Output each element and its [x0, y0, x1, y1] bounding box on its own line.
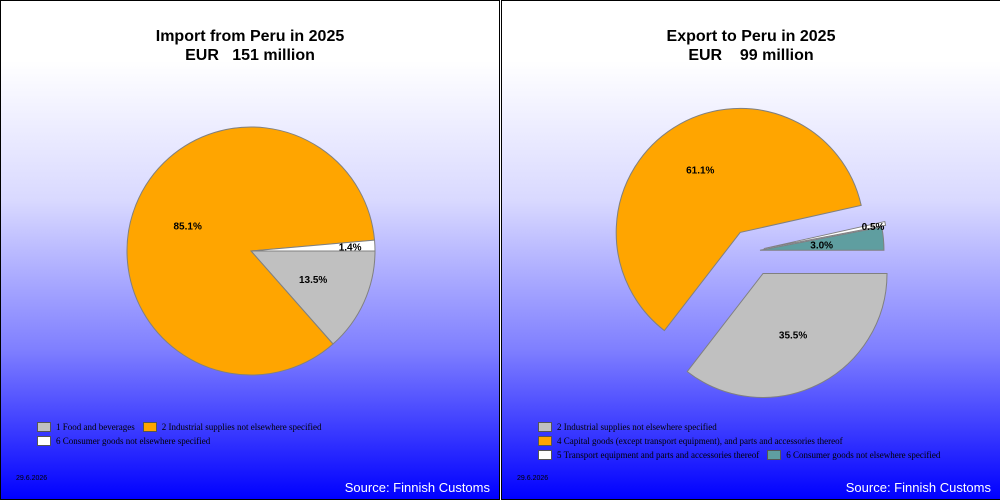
- chart-source: Source: Finnish Customs: [845, 480, 991, 495]
- pie-slice: [759, 226, 885, 251]
- legend-item: 5 Transport equipment and parts and acce…: [538, 448, 759, 462]
- legend-row: 1 Food and beverages 2 Industrial supplie…: [37, 420, 329, 434]
- legend-label: 6 Consumer goods not elsewhere specified: [56, 436, 211, 446]
- legend-swatch: [538, 450, 552, 460]
- legend-item: 4 Capital goods (except transport equipm…: [538, 434, 843, 448]
- chart-date: 29.6.2026: [517, 475, 549, 482]
- chart-source: Source: Finnish Customs: [344, 480, 490, 495]
- slice-label: 1.4%: [339, 243, 362, 254]
- legend-label: 5 Transport equipment and parts and acce…: [557, 450, 760, 460]
- legend-swatch: [767, 450, 782, 460]
- pie-slice: [249, 250, 376, 345]
- legend-swatch: [538, 422, 552, 432]
- import-legend: 1 Food and beverages 2 Industrial supplie…: [37, 420, 329, 448]
- import-chart-title: Import from Peru in 2025 EUR 151 million: [1, 27, 499, 65]
- legend-row: 4 Capital goods (except transport equipm…: [538, 434, 948, 448]
- legend-label: 1 Food and beverages: [56, 422, 135, 432]
- pie-slice: [250, 239, 376, 252]
- chart-subtitle: EUR 151 million: [185, 47, 315, 64]
- pie-slice: [126, 126, 376, 376]
- export-chart-panel: Export to Peru in 2025 EUR 99 million 35…: [501, 0, 1000, 500]
- chart-title: Export to Peru in 2025: [666, 28, 836, 45]
- legend-row: 2 Industrial supplies not elsewhere spec…: [538, 420, 948, 434]
- legend-label: 4 Capital goods (except transport equipm…: [557, 436, 843, 446]
- import-chart-panel: Import from Peru in 2025 EUR 151 million…: [0, 0, 500, 500]
- legend-swatch: [538, 436, 552, 446]
- legend-label: 2 Industrial supplies not elsewhere spec…: [557, 422, 717, 432]
- export-chart-title: Export to Peru in 2025 EUR 99 million: [502, 27, 1000, 65]
- chart-date: 29.6.2026: [16, 475, 48, 482]
- import-pie-chart: 13.5% 85.1% 1.4%: [126, 126, 376, 376]
- legend-item: 6 Consumer goods not elsewhere specified: [37, 434, 210, 448]
- legend-label: 6 Consumer goods not elsewhere specified: [786, 450, 941, 460]
- slice-label: 13.5%: [299, 275, 327, 286]
- slice-label: 61.1%: [686, 166, 714, 177]
- legend-row: 6 Consumer goods not elsewhere specified: [37, 434, 329, 448]
- legend-row: 5 Transport equipment and parts and acce…: [538, 448, 948, 462]
- slice-label: 85.1%: [173, 222, 201, 233]
- legend-item: 2 Industrial supplies not elsewhere spec…: [142, 420, 322, 434]
- chart-title: Import from Peru in 2025: [155, 28, 345, 45]
- slice-label: 3.0%: [810, 240, 833, 251]
- legend-swatch: [142, 422, 157, 432]
- export-pie-chart: 35.5% 61.1% 0.5% 3.0%: [615, 107, 888, 398]
- legend-label: 2 Industrial supplies not elsewhere spec…: [161, 422, 322, 432]
- export-legend: 2 Industrial supplies not elsewhere spec…: [538, 420, 948, 462]
- slice-label: 35.5%: [779, 331, 807, 342]
- pie-slice: [686, 272, 888, 398]
- legend-swatch: [37, 422, 51, 432]
- legend-swatch: [37, 436, 51, 446]
- legend-item: 6 Consumer goods not elsewhere specified: [767, 448, 940, 462]
- chart-subtitle: EUR 99 million: [688, 47, 814, 64]
- pie-slice: [763, 220, 887, 250]
- pie-slice: [615, 107, 862, 332]
- legend-item: 1 Food and beverages: [37, 420, 135, 434]
- slice-label: 0.5%: [862, 222, 885, 233]
- legend-item: 2 Industrial supplies not elsewhere spec…: [538, 420, 717, 434]
